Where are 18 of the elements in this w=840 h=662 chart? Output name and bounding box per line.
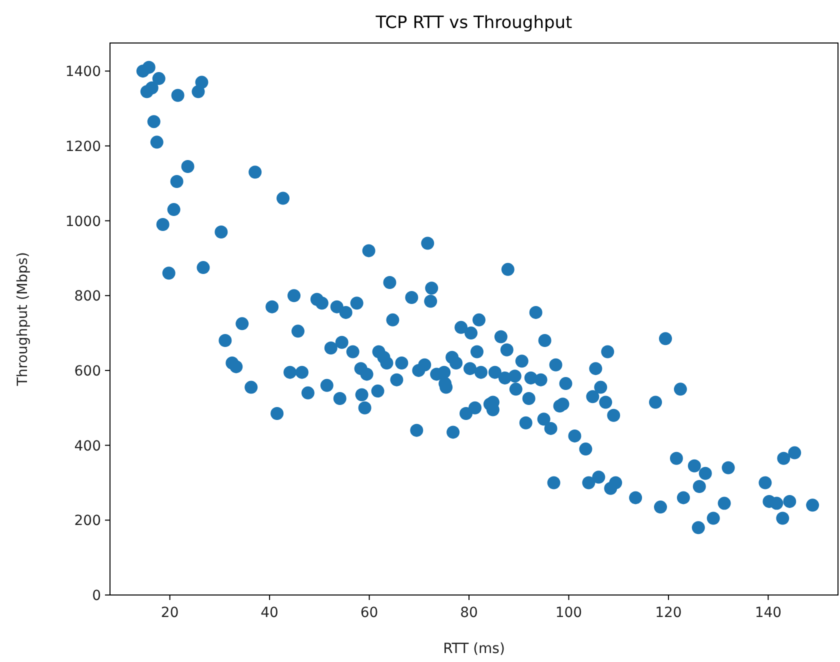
x-tick-label: 140 (754, 605, 782, 621)
x-tick-label: 20 (160, 605, 179, 621)
x-axis-title: RTT (ms) (443, 641, 505, 657)
x-tick-label: 60 (360, 605, 378, 621)
x-tick-label: 100 (555, 605, 582, 621)
chart-title: TCP RTT vs Throughput (374, 13, 573, 33)
y-tick-label: 1200 (65, 138, 101, 155)
y-tick-label: 400 (74, 438, 101, 454)
y-axis-title: Throughput (Mbps) (15, 252, 31, 387)
x-tick-label: 80 (460, 605, 478, 621)
y-tick-label: 1000 (65, 214, 101, 230)
y-tick-label: 0 (92, 588, 101, 604)
y-tick-label: 1400 (65, 64, 101, 80)
x-tick-label: 40 (260, 605, 278, 621)
y-tick-label: 200 (74, 513, 101, 530)
y-tick-label: 600 (74, 363, 101, 380)
x-tick-label: 120 (655, 605, 682, 621)
y-tick-label: 800 (74, 288, 101, 305)
